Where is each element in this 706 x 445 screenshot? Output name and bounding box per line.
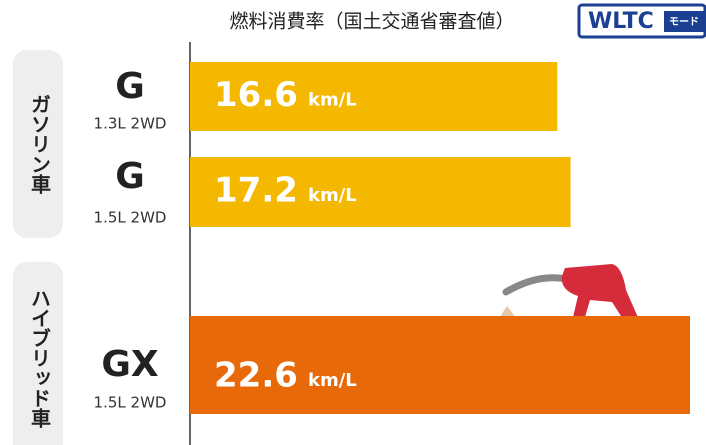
subcategory-label: 1.5L 2WD [94, 209, 167, 227]
chart: 燃料消費率（国土交通省審査値） WLTC モード ガソリン車 ハイブリッド車 G… [0, 0, 706, 445]
group-label: ガソリン車 [28, 94, 52, 195]
unit-label: km/L [308, 185, 357, 206]
unit-label: km/L [308, 90, 357, 111]
chart-title: 燃料消費率（国土交通省審査値） [229, 11, 514, 33]
value-label: 22.6 [214, 356, 298, 396]
category-label: G [115, 66, 145, 107]
badge: WLTC [588, 9, 654, 34]
subcategory-label: 1.3L 2WD [94, 115, 167, 133]
category-label: GX [101, 344, 159, 385]
category-label: G [115, 156, 145, 197]
badge-sub: モード [669, 16, 699, 28]
group-label: ハイブリッド車 [28, 288, 52, 429]
value-label: 17.2 [214, 171, 298, 211]
value-label: 16.6 [214, 75, 298, 115]
unit-label: km/L [308, 370, 357, 391]
subcategory-label: 1.5L 2WD [94, 394, 167, 412]
